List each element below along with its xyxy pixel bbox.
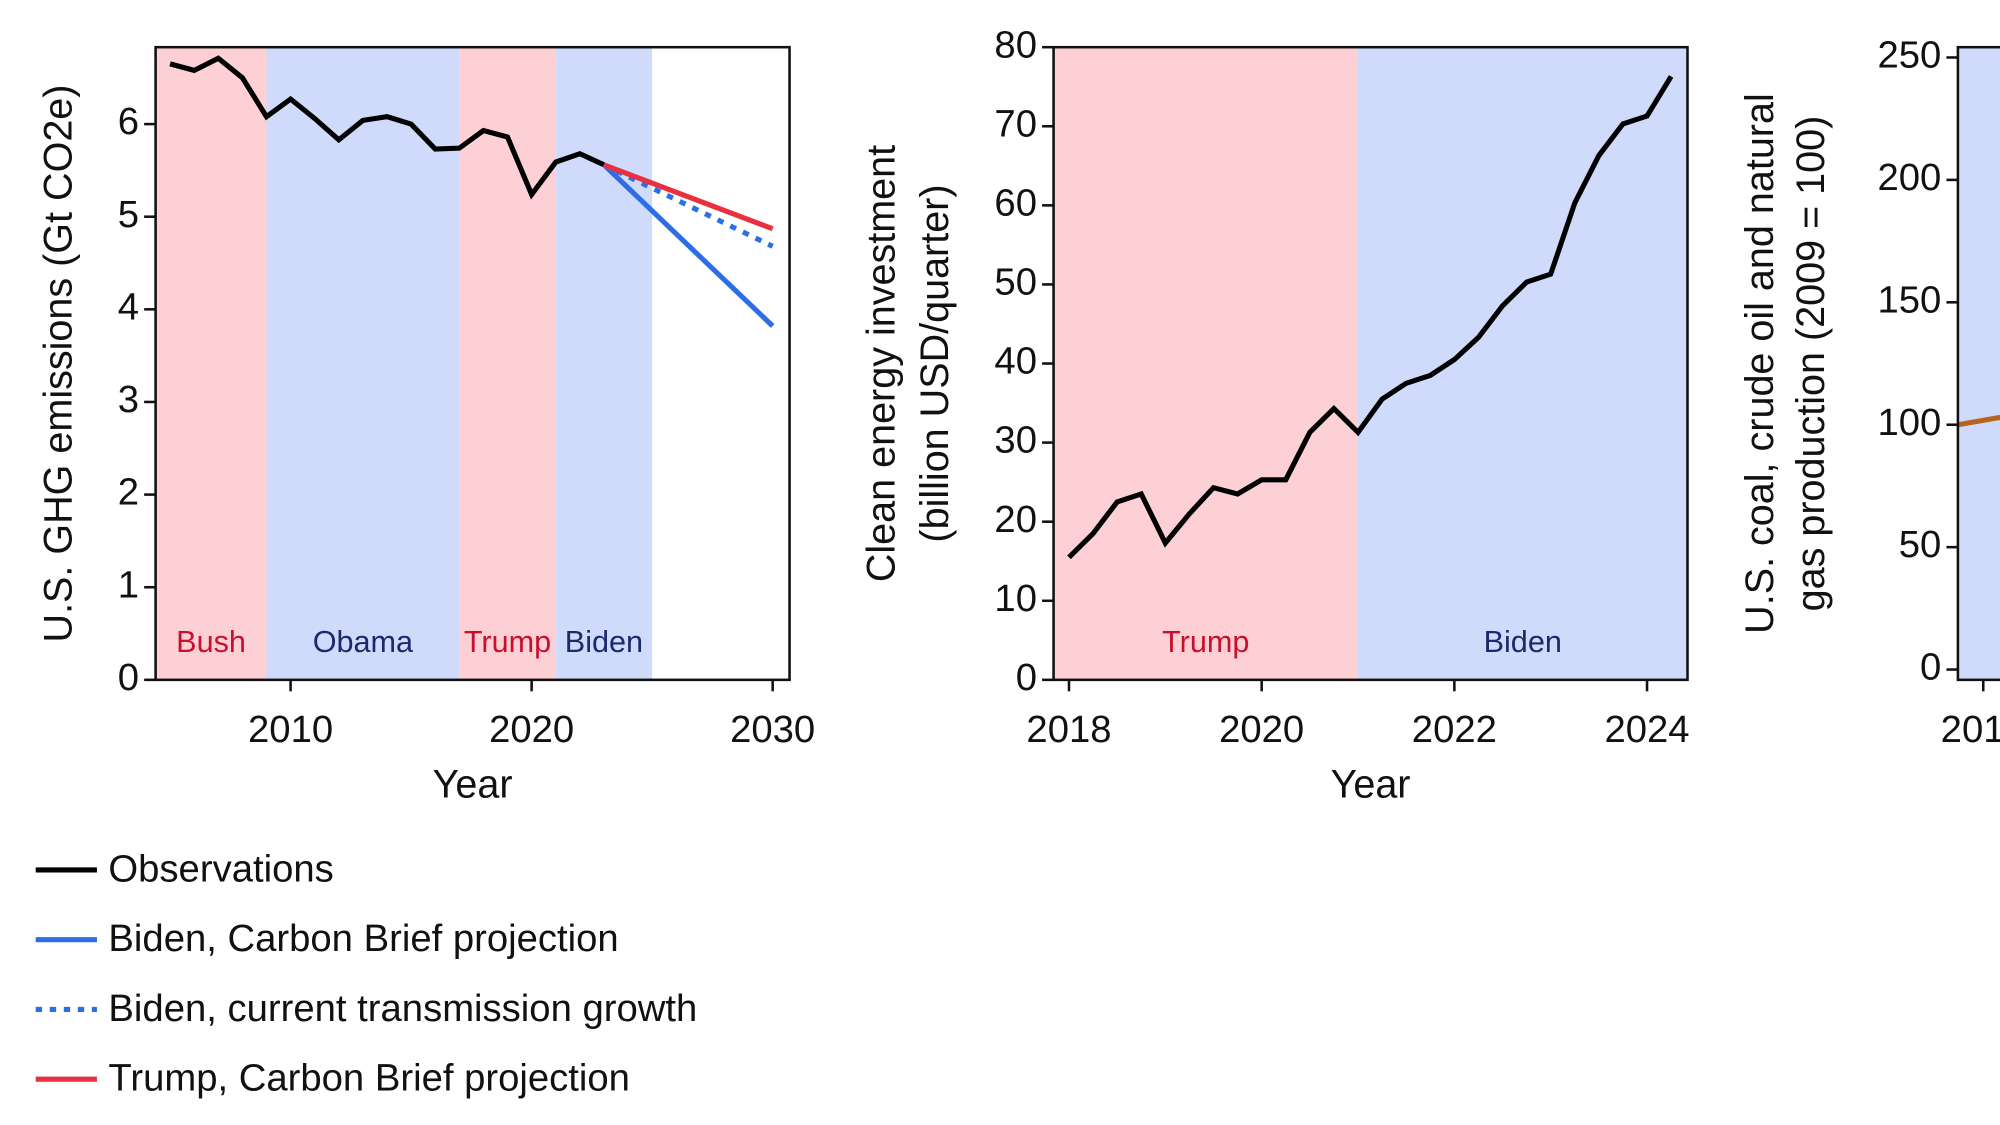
- legend: Observations Biden, Carbon Brief projecti…: [35, 847, 697, 1100]
- plot: Trump Biden: [1053, 47, 1688, 680]
- plot: [1957, 47, 2000, 680]
- y-tick-label: 250: [1877, 34, 1941, 77]
- y-tick-label: 2: [118, 471, 139, 514]
- y-tick-label: 200: [1877, 156, 1941, 199]
- legend-label: Biden, Carbon Brief projection: [108, 917, 618, 960]
- y-tick-label: 0: [118, 656, 139, 699]
- y-tick-label: 40: [994, 340, 1037, 383]
- plot-frame: [1956, 45, 2000, 682]
- y-tick-label: 100: [1877, 401, 1941, 444]
- x-axis-label: Year: [433, 762, 513, 806]
- x-tick-label: 2022: [1412, 708, 1497, 751]
- y-tick-label: 10: [994, 577, 1037, 620]
- x-tick-label: 2010: [1941, 708, 2000, 751]
- y-tick-label: 50: [1899, 523, 1942, 566]
- y-tick-label: 50: [994, 261, 1037, 304]
- y-tick-label: 30: [994, 419, 1037, 462]
- x-tick-label: 2020: [1219, 708, 1304, 751]
- period-label: Obama: [313, 625, 414, 659]
- y-tick-label: 20: [994, 498, 1037, 541]
- plot-frame: [154, 45, 791, 682]
- y-tick-label: 0: [1920, 646, 1941, 689]
- period-label: Bush: [176, 625, 246, 659]
- y-axis-label: U.S. GHG emissions (Gt CO2e): [37, 85, 81, 643]
- y-tick-label: 4: [118, 285, 139, 328]
- y-tick-label: 80: [994, 23, 1037, 66]
- period-label: Trump: [464, 625, 551, 659]
- y-tick-label: 3: [118, 378, 139, 421]
- data-line: [602, 162, 775, 328]
- y-axis-label: U.S. coal, crude oil and natural: [1738, 93, 1782, 634]
- period-band: [1053, 47, 1359, 680]
- y-tick-label: 0: [1016, 656, 1037, 699]
- x-axis-label: Year: [1331, 762, 1411, 806]
- y-axis-label: gas production (2009 = 100): [1789, 116, 1833, 612]
- period-band: [555, 47, 653, 680]
- data-line: [169, 55, 606, 200]
- period-band: [1957, 47, 2000, 680]
- legend-label: Trump, Carbon Brief projection: [108, 1057, 630, 1100]
- period-label: Biden: [565, 625, 643, 659]
- y-tick-label: 5: [118, 193, 139, 236]
- y-tick-label: 60: [994, 181, 1037, 224]
- period-band: [459, 47, 556, 680]
- legend-label: Observations: [108, 847, 333, 890]
- data-line: [1957, 414, 2000, 428]
- data-line: [602, 162, 774, 249]
- period-band: [1358, 47, 1688, 680]
- x-tick-label: 2024: [1604, 708, 1689, 751]
- x-tick-label: 2010: [248, 708, 333, 751]
- y-axis-label: Clean energy investment: [859, 145, 903, 582]
- period-band: [266, 47, 460, 680]
- x-tick-label: 2020: [489, 708, 574, 751]
- data-line: [603, 162, 774, 232]
- period-band: [155, 47, 267, 680]
- y-tick-label: 150: [1877, 278, 1941, 321]
- y-tick-label: 6: [118, 100, 139, 143]
- period-label: Biden: [1484, 625, 1562, 659]
- y-tick-label: 1: [118, 563, 139, 606]
- plot: Bush Obama Trump Biden: [155, 47, 775, 680]
- y-axis-label: (billion USD/quarter): [913, 184, 957, 542]
- data-line: [1067, 75, 1674, 560]
- y-tick-label: 70: [994, 102, 1037, 145]
- x-tick-label: 2030: [730, 708, 815, 751]
- period-label: Trump: [1162, 625, 1249, 659]
- x-tick-label: 2018: [1026, 708, 1111, 751]
- legend-label: Biden, current transmission growth: [108, 987, 697, 1030]
